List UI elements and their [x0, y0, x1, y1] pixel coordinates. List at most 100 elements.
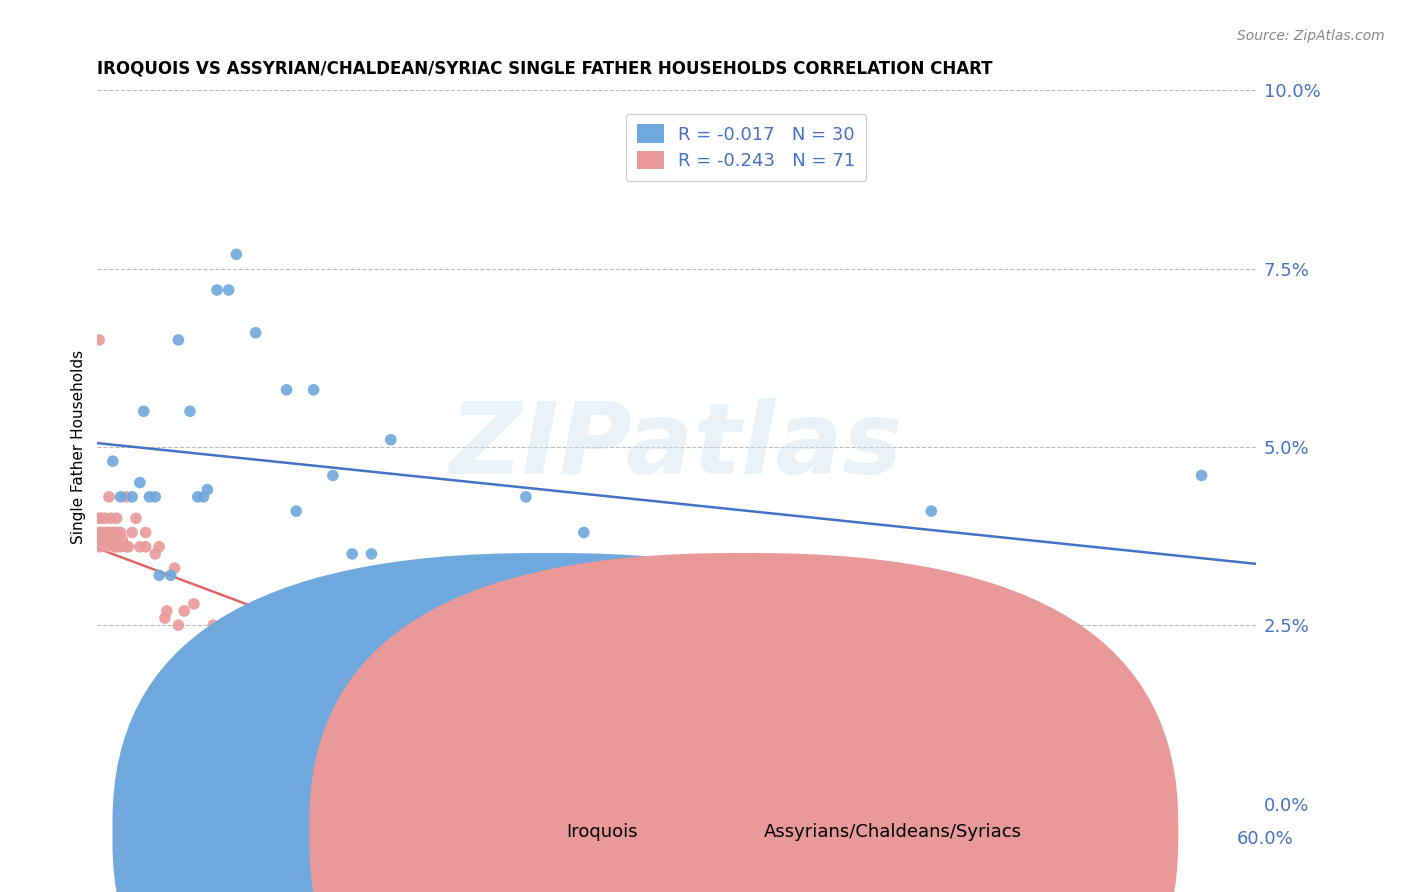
- Point: [205, 283, 228, 297]
- Point: [920, 504, 942, 518]
- Point: [110, 525, 132, 540]
- Point: [91, 525, 114, 540]
- Point: [159, 568, 181, 582]
- Point: [179, 404, 201, 418]
- Y-axis label: Single Father Households: Single Father Households: [72, 350, 86, 544]
- Point: [510, 711, 533, 725]
- Point: [94, 511, 117, 525]
- Point: [90, 525, 112, 540]
- Point: [298, 697, 321, 711]
- Point: [250, 682, 273, 697]
- Text: 60.0%: 60.0%: [1237, 830, 1294, 847]
- Point: [665, 704, 688, 718]
- Point: [572, 525, 595, 540]
- Point: [322, 468, 344, 483]
- Point: [89, 540, 111, 554]
- Point: [630, 739, 652, 754]
- Text: Iroquois: Iroquois: [567, 822, 638, 841]
- Point: [260, 690, 283, 704]
- Point: [453, 711, 475, 725]
- Point: [121, 525, 143, 540]
- Point: [245, 326, 267, 340]
- Point: [276, 383, 298, 397]
- Point: [395, 690, 418, 704]
- Point: [723, 711, 745, 725]
- Point: [97, 525, 120, 540]
- Point: [197, 483, 219, 497]
- Text: ZIPatlas: ZIPatlas: [450, 399, 903, 495]
- Point: [89, 333, 111, 347]
- Point: [115, 490, 138, 504]
- Point: [125, 511, 148, 525]
- Point: [472, 704, 495, 718]
- Point: [607, 711, 630, 725]
- Point: [89, 533, 111, 547]
- Point: [101, 525, 124, 540]
- Point: [101, 525, 124, 540]
- Point: [105, 525, 128, 540]
- Point: [128, 475, 150, 490]
- Point: [121, 490, 143, 504]
- Point: [138, 490, 160, 504]
- Legend: R = -0.017   N = 30, R = -0.243   N = 71: R = -0.017 N = 30, R = -0.243 N = 71: [626, 113, 866, 181]
- Point: [117, 540, 139, 554]
- Point: [433, 711, 456, 725]
- Point: [100, 511, 122, 525]
- Point: [221, 640, 243, 654]
- Point: [89, 511, 111, 525]
- Point: [515, 490, 537, 504]
- Point: [91, 533, 114, 547]
- Point: [97, 490, 120, 504]
- Point: [110, 490, 132, 504]
- Point: [762, 711, 785, 725]
- Point: [187, 490, 209, 504]
- Point: [356, 697, 378, 711]
- Point: [302, 383, 325, 397]
- Point: [218, 283, 240, 297]
- Point: [100, 533, 122, 547]
- Point: [104, 533, 127, 547]
- Point: [135, 525, 157, 540]
- Point: [132, 404, 155, 418]
- Point: [90, 511, 112, 525]
- Point: [101, 454, 124, 468]
- Point: [105, 540, 128, 554]
- Point: [156, 604, 179, 618]
- Point: [231, 668, 253, 682]
- Point: [240, 675, 263, 690]
- Point: [340, 547, 363, 561]
- Point: [280, 682, 302, 697]
- Point: [128, 540, 150, 554]
- Point: [111, 533, 134, 547]
- Point: [285, 504, 308, 518]
- Point: [193, 490, 215, 504]
- Point: [135, 540, 157, 554]
- Point: [568, 711, 591, 725]
- Text: 0.0%: 0.0%: [153, 830, 198, 847]
- Point: [148, 540, 170, 554]
- Point: [105, 511, 128, 525]
- Point: [380, 433, 402, 447]
- Point: [193, 654, 215, 668]
- Point: [225, 247, 247, 261]
- Point: [173, 604, 195, 618]
- Point: [375, 704, 398, 718]
- Point: [89, 525, 111, 540]
- Point: [110, 540, 132, 554]
- Text: IROQUOIS VS ASSYRIAN/CHALDEAN/SYRIAC SINGLE FATHER HOUSEHOLDS CORRELATION CHART: IROQUOIS VS ASSYRIAN/CHALDEAN/SYRIAC SIN…: [97, 60, 993, 78]
- Point: [104, 540, 127, 554]
- Point: [211, 632, 233, 647]
- Point: [360, 547, 382, 561]
- Point: [143, 490, 166, 504]
- Point: [270, 697, 292, 711]
- Point: [148, 568, 170, 582]
- Point: [1191, 468, 1213, 483]
- Point: [143, 547, 166, 561]
- Point: [94, 533, 117, 547]
- Point: [96, 533, 118, 547]
- Point: [183, 597, 205, 611]
- Point: [288, 690, 311, 704]
- Text: Source: ZipAtlas.com: Source: ZipAtlas.com: [1237, 29, 1385, 43]
- Point: [318, 704, 340, 718]
- Point: [163, 561, 186, 575]
